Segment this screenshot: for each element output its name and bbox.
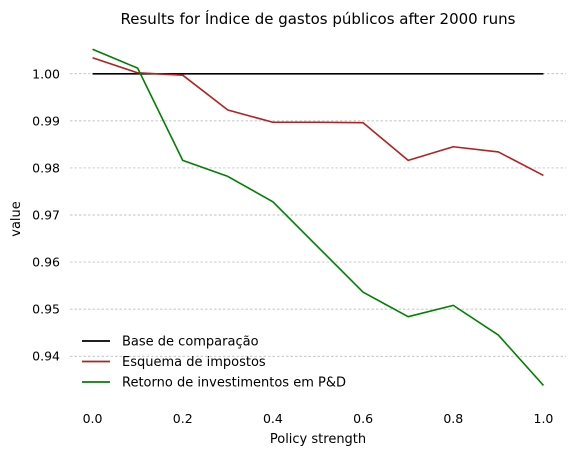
y-axis-ticks: 0.94 0.95 0.96 0.97 0.98 0.99 1.00 [32, 66, 60, 363]
y-tick-label: 0.94 [32, 349, 60, 364]
y-tick-label: 0.99 [32, 113, 60, 128]
x-tick-label: 0.8 [443, 411, 463, 426]
y-axis-label: value [9, 201, 24, 237]
y-tick-label: 0.98 [32, 160, 60, 175]
x-tick-label: 0.0 [83, 411, 103, 426]
y-tick-label: 0.95 [32, 302, 60, 317]
series-line-2 [93, 58, 544, 176]
x-tick-label: 0.4 [263, 411, 283, 426]
x-tick-label: 1.0 [534, 411, 554, 426]
legend: Base de comparação Esquema de impostos Ret… [82, 335, 346, 391]
legend-label: Base de comparação [122, 335, 259, 350]
x-axis-ticks: 0.0 0.2 0.4 0.6 0.8 1.0 [83, 411, 554, 426]
x-axis-label: Policy strength [270, 432, 366, 447]
legend-label: Retorno de investimentos em P&D [122, 376, 346, 391]
x-tick-label: 0.6 [353, 411, 373, 426]
chart-title: Results for Índice de gastos públicos af… [121, 9, 516, 28]
y-tick-label: 0.96 [32, 255, 60, 270]
y-tick-label: 1.00 [32, 66, 60, 81]
y-tick-label: 0.97 [32, 207, 60, 222]
legend-label: Esquema de impostos [122, 355, 266, 370]
grid-lines [70, 74, 566, 356]
x-tick-label: 0.2 [173, 411, 193, 426]
